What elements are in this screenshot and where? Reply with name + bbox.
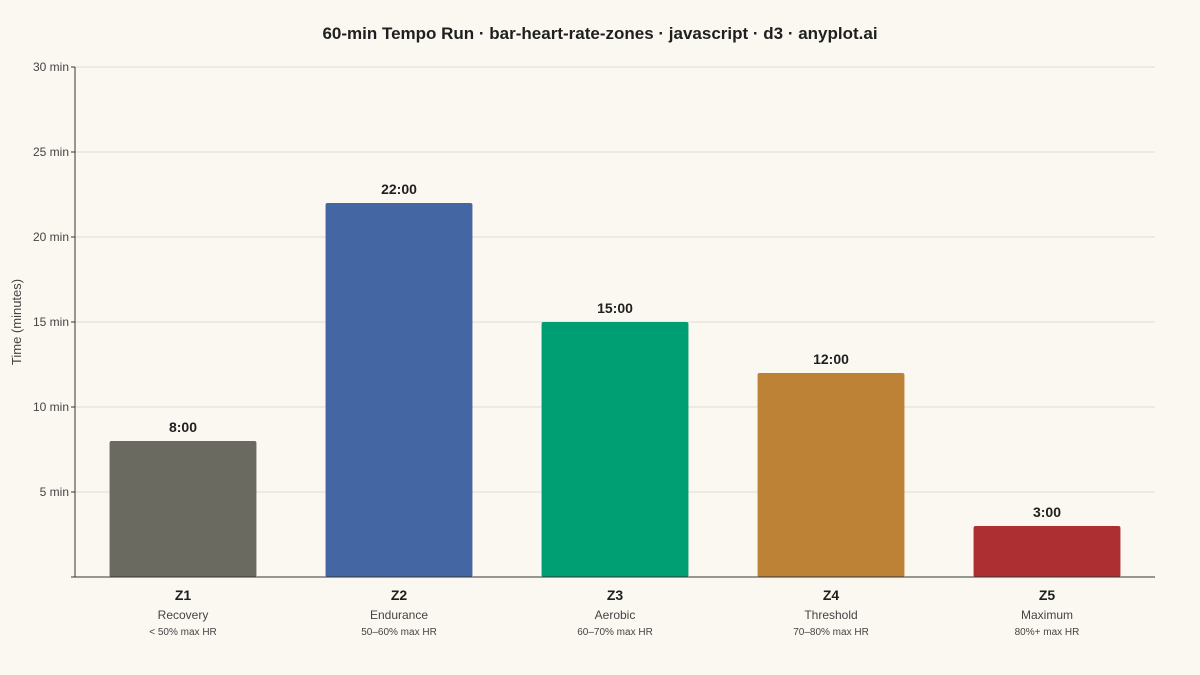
zone-name-label: Recovery xyxy=(158,608,209,622)
bars xyxy=(109,203,1121,577)
bar-z2 xyxy=(325,203,473,577)
labels: 5 min 10 min 15 min 20 min 25 min 30 min 8:00 Z… xyxy=(33,60,1079,638)
x-tick-label: Z5 xyxy=(1039,587,1056,603)
bar-z4 xyxy=(757,373,905,577)
y-tick-label: 20 min xyxy=(33,230,69,244)
y-tick-label: 15 min xyxy=(33,315,69,329)
y-tick-label: 30 min xyxy=(33,60,69,74)
y-tick-label: 5 min xyxy=(40,485,69,499)
zone-name-label: Threshold xyxy=(804,608,857,622)
axes xyxy=(71,66,1155,578)
zone-range-label: 80%+ max HR xyxy=(1015,627,1080,638)
y-tick-label: 25 min xyxy=(33,145,69,159)
bar-value-label: 8:00 xyxy=(169,419,197,435)
bar-value-label: 12:00 xyxy=(813,351,849,367)
bar-z1 xyxy=(109,441,257,577)
zone-name-label: Maximum xyxy=(1021,608,1073,622)
bar-value-label: 22:00 xyxy=(381,181,417,197)
bar-z3 xyxy=(541,322,689,577)
y-tick-label: 10 min xyxy=(33,400,69,414)
y-axis-label: Time (minutes) xyxy=(9,279,24,365)
bar-value-label: 15:00 xyxy=(597,300,633,316)
x-tick-label: Z3 xyxy=(607,587,624,603)
bar-z5 xyxy=(973,526,1121,577)
zone-name-label: Aerobic xyxy=(595,608,636,622)
x-tick-label: Z1 xyxy=(175,587,192,603)
bar-value-label: 3:00 xyxy=(1033,504,1061,520)
zone-name-label: Endurance xyxy=(370,608,428,622)
zone-range-label: 60–70% max HR xyxy=(577,627,653,638)
zone-range-label: 50–60% max HR xyxy=(361,627,437,638)
chart-title: 60-min Tempo Run · bar-heart-rate-zones … xyxy=(322,24,877,43)
x-tick-label: Z2 xyxy=(391,587,408,603)
zone-range-label: 70–80% max HR xyxy=(793,627,869,638)
x-tick-label: Z4 xyxy=(823,587,840,603)
zone-range-label: < 50% max HR xyxy=(149,627,217,638)
